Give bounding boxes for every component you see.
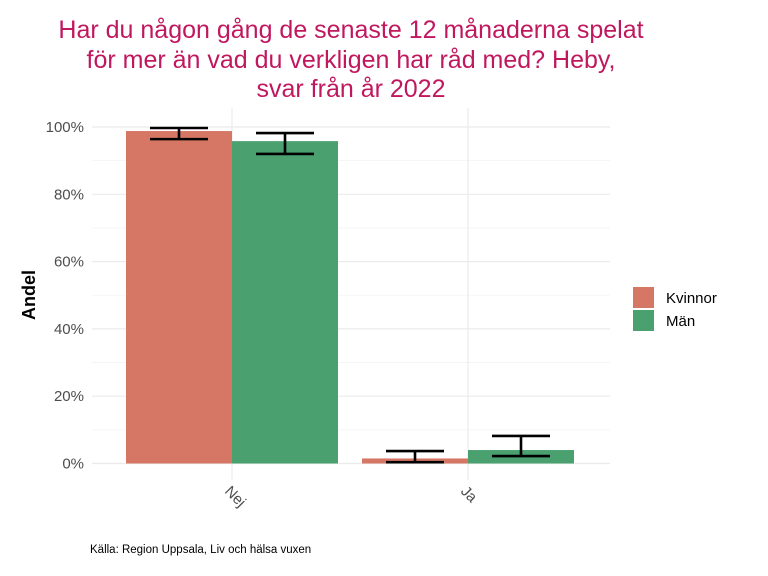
legend-swatch [633,310,654,331]
error-bar [386,449,444,464]
title-line-2: för mer än vad du verkligen har råd med?… [87,46,616,74]
legend: Kvinnor Män [633,287,717,331]
bar-kvinnor-nej [126,131,232,464]
legend-label: Män [666,313,695,330]
legend-swatch [633,287,654,308]
error-bar [256,131,314,156]
y-tick-label: 20% [54,388,84,405]
y-axis-label: Andel [19,270,39,320]
title-line-1: Har du någon gång de senaste 12 månadern… [58,16,643,44]
y-tick-label: 60% [54,254,84,271]
bar-män-nej [232,141,338,464]
x-tick-label: Ja [457,483,481,507]
title-line-3: svar från år 2022 [257,75,446,103]
y-tick-label: 40% [54,321,84,338]
legend-label: Kvinnor [666,290,717,307]
y-tick-label: 100% [46,119,84,136]
error-bar [150,126,208,141]
error-bar [492,434,550,458]
chart-title: Har du någon gång de senaste 12 månadern… [58,16,643,103]
x-tick-label: Nej [221,483,249,511]
y-tick-label: 80% [54,186,84,203]
y-tick-label: 0% [62,456,84,473]
caption: Källa: Region Uppsala, Liv och hälsa vux… [90,544,311,556]
